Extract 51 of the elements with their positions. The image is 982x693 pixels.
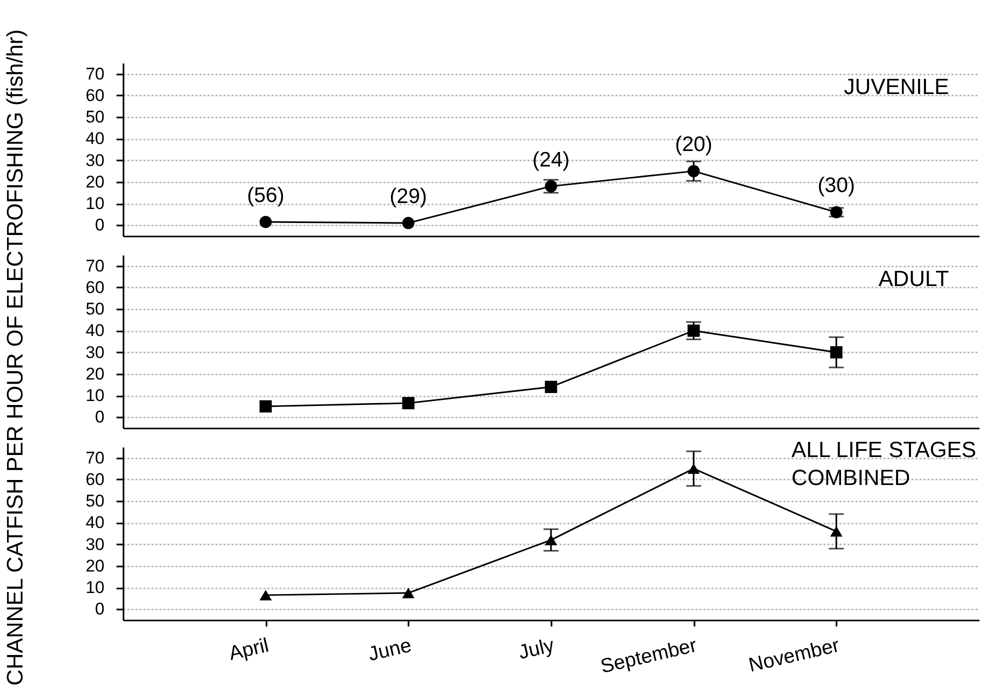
y-tick-label: 60 <box>86 86 104 105</box>
y-tick-label: 30 <box>86 150 104 170</box>
point <box>688 324 700 337</box>
y-tick-label: 20 <box>86 556 104 576</box>
point <box>260 590 272 600</box>
x-tick-label: July <box>516 634 556 664</box>
y-tick-label: 40 <box>86 321 104 340</box>
y-tick-label: 10 <box>86 578 104 598</box>
y-axis-title: CHANNEL CATFISH PER HOUR OF ELECTROFISHING (fish/hr) <box>2 29 28 686</box>
y-tick-label: 30 <box>86 534 104 554</box>
annotation: (29) <box>390 185 428 208</box>
x-tick-label: September <box>598 634 700 678</box>
point <box>260 216 272 228</box>
x-tick-label: November <box>746 634 842 677</box>
y-tick-label: 50 <box>86 492 104 511</box>
point <box>402 588 414 598</box>
y-tick-label: 60 <box>86 278 104 297</box>
y-tick-label: 20 <box>86 364 104 384</box>
point <box>688 463 700 474</box>
x-tick-label: June <box>366 634 414 666</box>
y-tick-label: 10 <box>86 386 104 406</box>
y-tick-label: 70 <box>86 256 104 276</box>
point <box>402 216 414 230</box>
y-tick-label: 40 <box>86 129 104 148</box>
y-tick-label: 40 <box>86 513 104 532</box>
annotation: (20) <box>674 133 712 156</box>
point <box>402 397 414 410</box>
point <box>544 534 558 546</box>
annotation: (24) <box>532 148 570 172</box>
point <box>830 526 842 537</box>
annotation: (56) <box>246 184 284 207</box>
y-tick-label: 70 <box>86 64 104 84</box>
point <box>830 346 842 358</box>
y-tick-label: 0 <box>95 216 104 235</box>
point <box>260 400 272 412</box>
point <box>544 380 558 394</box>
chart-title: ALL LIFE STAGES COMBINED <box>792 437 976 490</box>
y-tick-label: 0 <box>95 408 104 427</box>
point <box>688 165 700 178</box>
y-tick-label: 50 <box>86 300 104 319</box>
y-tick-label: 10 <box>86 194 104 214</box>
y-tick-label: 60 <box>86 470 104 489</box>
y-tick-label: 50 <box>86 108 104 127</box>
y-tick-label: 20 <box>86 172 104 192</box>
text: JUVENILE <box>844 74 950 99</box>
y-tick-label: 30 <box>86 342 104 362</box>
text: ADULT <box>878 266 950 291</box>
y-tick-label: 0 <box>95 600 104 619</box>
annotation: (30) <box>818 174 856 198</box>
y-tick-label: 70 <box>86 448 104 468</box>
x-tick-label: April <box>226 634 271 665</box>
